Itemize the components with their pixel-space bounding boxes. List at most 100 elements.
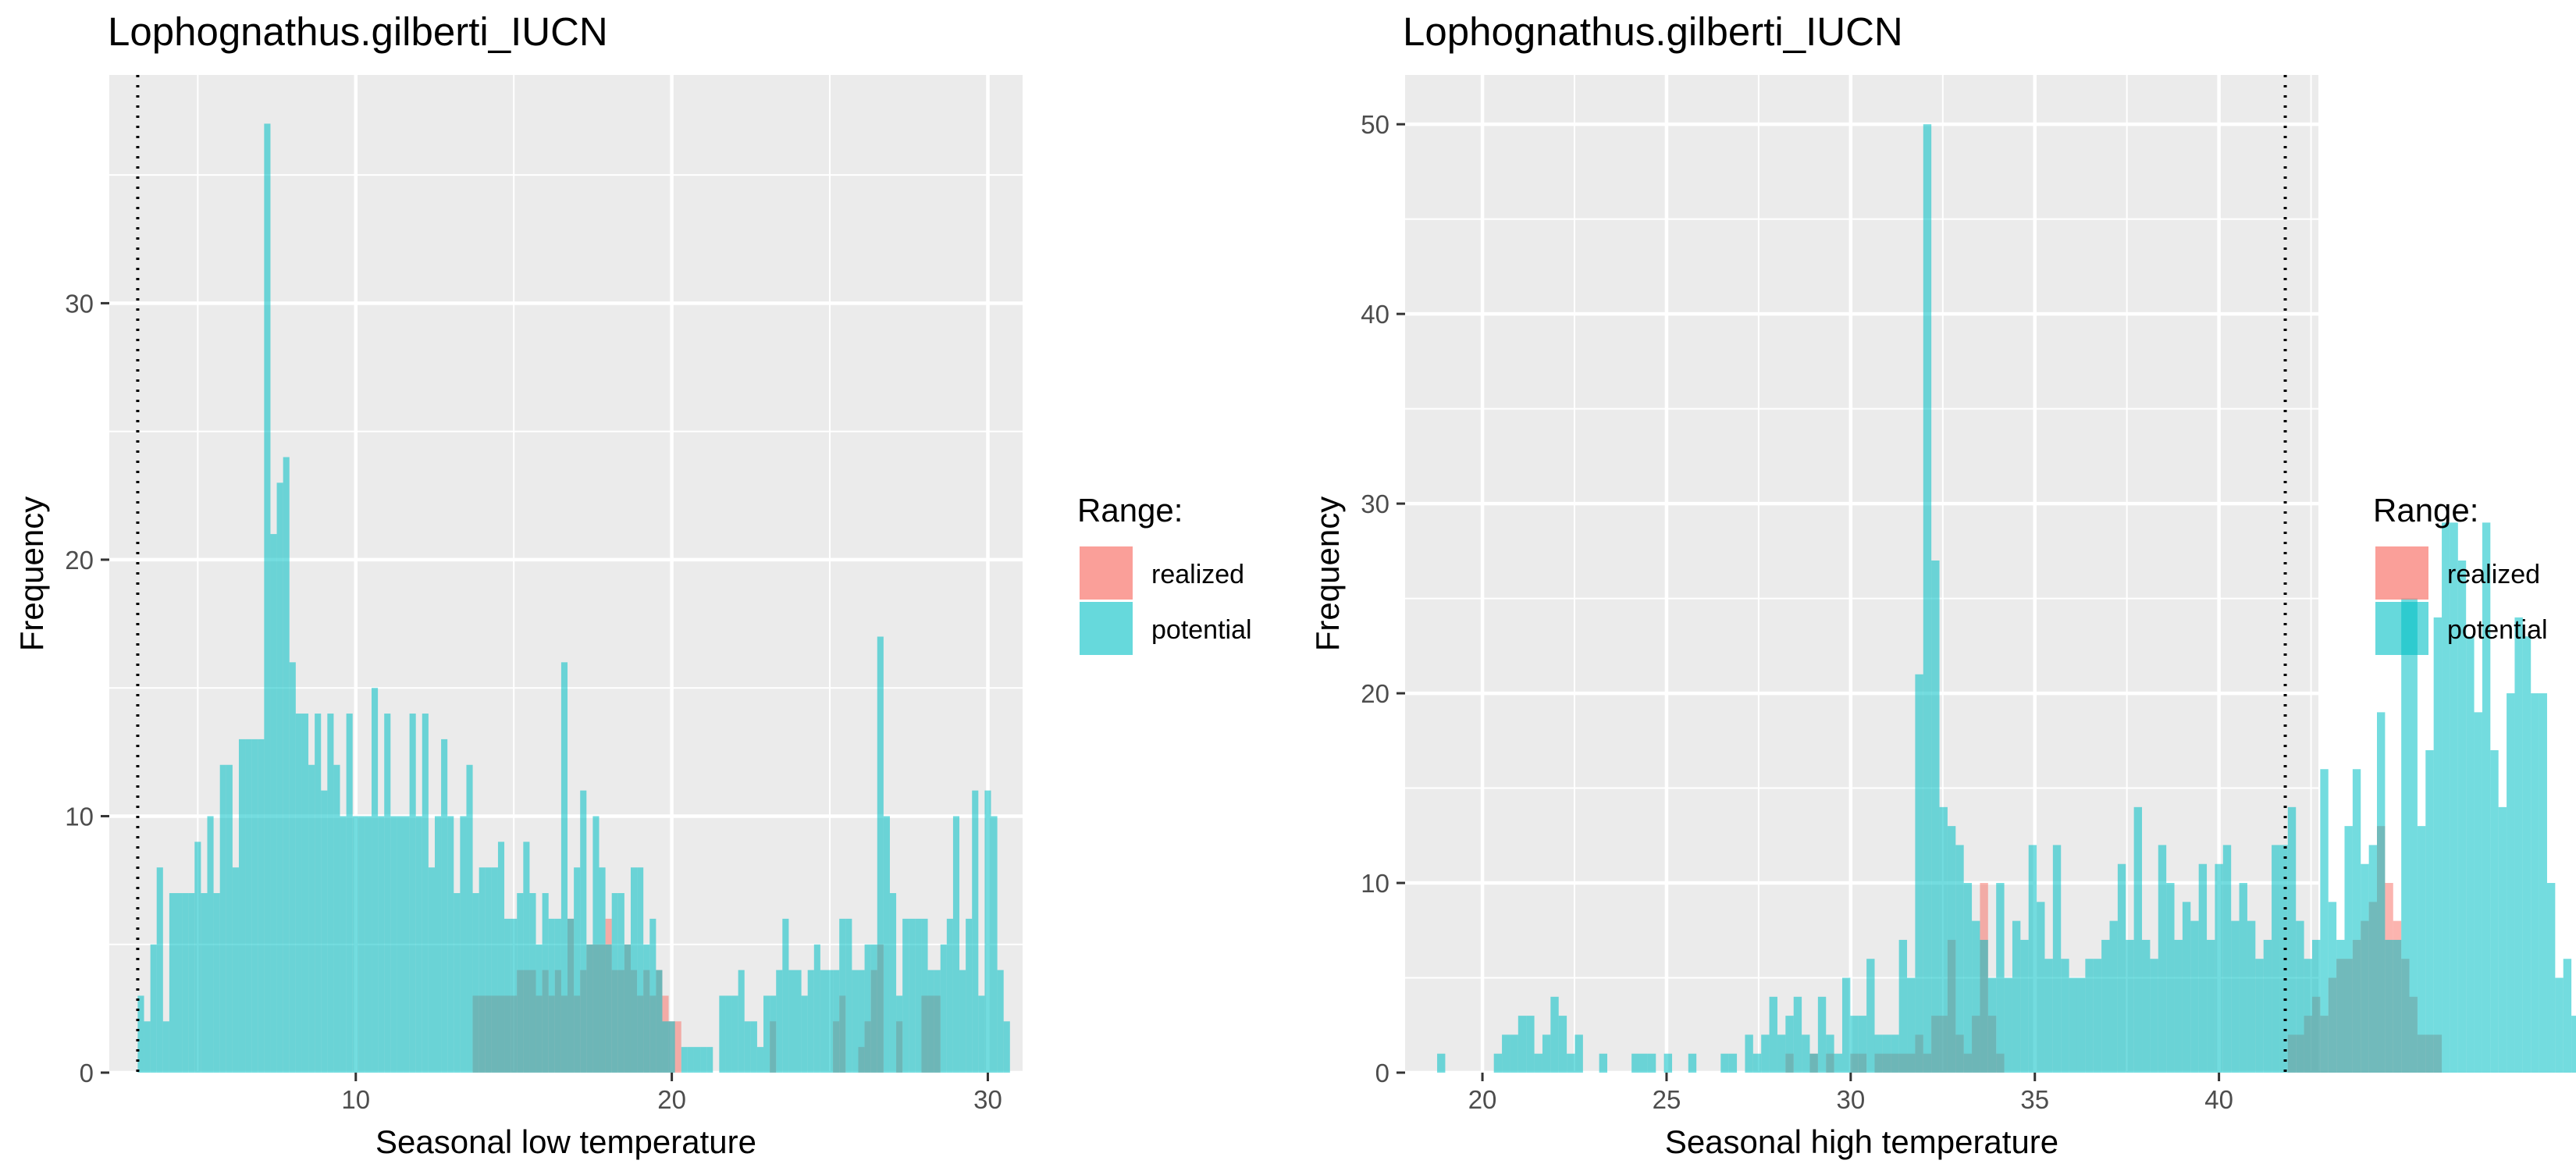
histogram-bar-potential (731, 995, 738, 1073)
histogram-bar-potential (2287, 806, 2297, 1073)
histogram-bar-potential (845, 918, 852, 1073)
histogram-bar-potential (162, 1021, 169, 1073)
histogram-bar-potential (372, 688, 379, 1073)
histogram-bar-potential (1510, 1034, 1518, 1073)
histogram-bar-potential (2263, 939, 2272, 1073)
histogram-bar-potential (788, 970, 795, 1073)
histogram-bar-potential (2546, 883, 2556, 1073)
histogram-bar-potential (756, 1047, 764, 1073)
histogram-bar-potential (599, 867, 606, 1073)
histogram-bar-potential (156, 867, 163, 1073)
histogram-bar-potential (2182, 902, 2191, 1073)
histogram-bar-potential (776, 970, 783, 1073)
histogram-bar-potential (2425, 749, 2434, 1073)
histogram-bar-potential (289, 662, 296, 1073)
histogram-bar-potential (643, 944, 650, 1073)
histogram-bar-potential (852, 970, 859, 1073)
histogram-bar-potential (2207, 939, 2215, 1073)
x-tick-label: 25 (1653, 1085, 1681, 1114)
histogram-bar-potential (238, 739, 246, 1073)
left-legend-label-potential: potential (1151, 615, 1252, 645)
histogram-bar-potential (826, 970, 834, 1073)
histogram-bar-potential (511, 918, 518, 1073)
right-y-axis-title: Frequency (1309, 497, 1346, 651)
histogram-bar-potential (1955, 845, 1964, 1073)
histogram-bar-potential (251, 739, 258, 1073)
left-y-axis-title: Frequency (13, 497, 50, 651)
histogram-bar-potential (662, 1021, 669, 1073)
histogram-bar-potential (1923, 124, 1932, 1073)
x-tick-label: 20 (657, 1085, 686, 1114)
histogram-bar-potential (340, 816, 347, 1073)
histogram-bar-potential (2466, 636, 2475, 1073)
histogram-bar-potential (2020, 939, 2029, 1073)
histogram-bar-potential (896, 995, 903, 1073)
histogram-bar-potential (188, 893, 195, 1073)
histogram-bar-potential (915, 918, 922, 1073)
histogram-bar-potential (1526, 1016, 1535, 1073)
histogram-bar-potential (1550, 996, 1559, 1073)
left-chart-title: Lophognathus.gilberti_IUCN (108, 9, 608, 54)
histogram-bar-potential (295, 714, 302, 1073)
histogram-bar-potential (548, 918, 555, 1073)
histogram-bar-potential (744, 1021, 751, 1073)
histogram-bar-potential (504, 918, 511, 1073)
histogram-bar-potential (2311, 939, 2321, 1073)
histogram-bar-potential (258, 739, 265, 1073)
histogram-bar-potential (352, 816, 359, 1073)
histogram-bar-potential (681, 1047, 688, 1073)
histogram-bar-potential (813, 944, 820, 1073)
histogram-bar-potential (315, 714, 322, 1073)
histogram-bar-potential (2433, 617, 2443, 1073)
histogram-bar-potential (1502, 1034, 1510, 1073)
histogram-bar-potential (1567, 1053, 1575, 1073)
histogram-bar-potential (1931, 560, 1940, 1073)
histogram-bar-potential (2133, 806, 2143, 1073)
histogram-bar-potential (434, 816, 442, 1073)
histogram-bar-potential (479, 867, 486, 1073)
x-tick-label: 10 (341, 1085, 370, 1114)
histogram-bar-potential (2344, 826, 2353, 1073)
histogram-bar-potential (390, 816, 397, 1073)
histogram-bar-potential (245, 739, 252, 1073)
histogram-bar-potential (2255, 959, 2264, 1073)
histogram-bar-potential (358, 816, 365, 1073)
histogram-bar-potential (2555, 977, 2564, 1073)
left-x-axis-title: Seasonal low temperature (375, 1123, 756, 1160)
histogram-bar-potential (1972, 920, 1980, 1073)
histogram-bar-potential (2101, 939, 2110, 1073)
histogram-bar-potential (1745, 1034, 1753, 1073)
left-legend-title: Range: (1077, 492, 1183, 529)
histogram-bar-potential (485, 867, 492, 1073)
histogram-bar-potential (2158, 845, 2167, 1073)
histogram-bar-potential (637, 867, 644, 1073)
histogram-bar-potential (1963, 883, 1973, 1073)
x-tick-label: 40 (2204, 1085, 2233, 1114)
histogram-bar-potential (219, 764, 226, 1073)
x-tick-label: 35 (2020, 1085, 2049, 1114)
histogram-bar-potential (820, 970, 827, 1073)
histogram-bar-potential (517, 893, 524, 1073)
histogram-bar-potential (617, 893, 624, 1073)
histogram-bar-potential (2393, 939, 2402, 1073)
y-tick-label: 20 (1361, 679, 1389, 708)
histogram-bar-potential (207, 816, 214, 1073)
histogram-bar-potential (301, 714, 309, 1073)
right-axis-ticks: 20 25 30 35 40 0 10 20 30 40 50 (1361, 110, 2233, 1114)
histogram-bar-potential (2571, 1016, 2576, 1073)
histogram-bar-potential (169, 893, 176, 1073)
histogram-bar-potential (327, 714, 334, 1073)
histogram-bar-potential (966, 918, 973, 1073)
histogram-bar-potential (2126, 939, 2134, 1073)
histogram-bar-potential (2174, 939, 2183, 1073)
histogram-bar-potential (176, 893, 183, 1073)
histogram-bar-potential (1534, 1053, 1542, 1073)
histogram-bar-potential (447, 816, 454, 1073)
histogram-bar-potential (2069, 977, 2077, 1073)
histogram-bar-potential (2296, 920, 2304, 1073)
histogram-bar-potential (1785, 1016, 1794, 1073)
histogram-bar-potential (782, 918, 789, 1073)
histogram-bar-potential (750, 1021, 757, 1073)
histogram-bar-potential (877, 636, 884, 1073)
histogram-bar-potential (770, 995, 777, 1073)
